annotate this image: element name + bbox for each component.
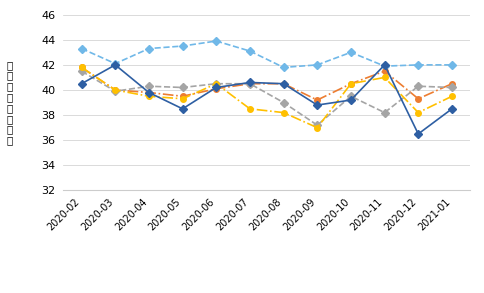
稳定 xyxy=(112,63,118,67)
稳定 xyxy=(213,86,219,89)
周期 xyxy=(179,95,185,98)
稳定 xyxy=(314,103,319,107)
金融 xyxy=(146,95,151,98)
稳定 xyxy=(381,63,387,67)
成长 xyxy=(112,89,118,93)
周期 xyxy=(314,98,319,102)
消费 xyxy=(112,62,118,65)
消费 xyxy=(448,63,454,67)
Line: 稳定: 稳定 xyxy=(78,62,454,137)
消费 xyxy=(381,64,387,68)
金融 xyxy=(179,97,185,100)
周期 xyxy=(112,88,118,92)
周期 xyxy=(381,69,387,73)
稳定 xyxy=(348,98,353,102)
稳定 xyxy=(246,81,252,84)
周期 xyxy=(78,66,84,69)
周期 xyxy=(348,82,353,86)
成长 xyxy=(246,82,252,86)
稳定 xyxy=(179,107,185,110)
消费 xyxy=(414,63,420,67)
金融 xyxy=(78,66,84,69)
周期 xyxy=(213,87,219,91)
金融 xyxy=(213,82,219,86)
Line: 成长: 成长 xyxy=(78,68,454,128)
金融 xyxy=(381,76,387,79)
消费 xyxy=(78,47,84,50)
金融 xyxy=(448,95,454,98)
金融 xyxy=(314,126,319,130)
稳定 xyxy=(78,82,84,86)
金融 xyxy=(348,82,353,86)
成长 xyxy=(213,82,219,86)
Line: 金融: 金融 xyxy=(78,65,454,130)
消费 xyxy=(213,39,219,43)
成长 xyxy=(348,95,353,98)
消费 xyxy=(246,49,252,53)
周期 xyxy=(146,91,151,94)
金融 xyxy=(280,111,286,114)
周期 xyxy=(280,82,286,86)
Text: 中
国
股
票
情
绪
指
数: 中 国 股 票 情 绪 指 数 xyxy=(7,60,13,145)
金融 xyxy=(112,88,118,92)
消费 xyxy=(179,44,185,48)
消费 xyxy=(146,47,151,50)
金融 xyxy=(414,111,420,114)
成长 xyxy=(381,111,387,114)
消费 xyxy=(280,66,286,69)
周期 xyxy=(246,82,252,86)
成长 xyxy=(78,69,84,73)
周期 xyxy=(448,82,454,86)
稳定 xyxy=(414,132,420,136)
成长 xyxy=(280,101,286,104)
稳定 xyxy=(280,82,286,86)
周期 xyxy=(414,97,420,100)
稳定 xyxy=(448,107,454,110)
成长 xyxy=(179,86,185,89)
Line: 周期: 周期 xyxy=(78,65,454,103)
成长 xyxy=(414,84,420,88)
金融 xyxy=(246,107,252,110)
消费 xyxy=(348,51,353,54)
Line: 消费: 消费 xyxy=(78,38,454,70)
成长 xyxy=(448,86,454,89)
消费 xyxy=(314,63,319,67)
成长 xyxy=(146,84,151,88)
稳定 xyxy=(146,91,151,94)
成长 xyxy=(314,123,319,127)
